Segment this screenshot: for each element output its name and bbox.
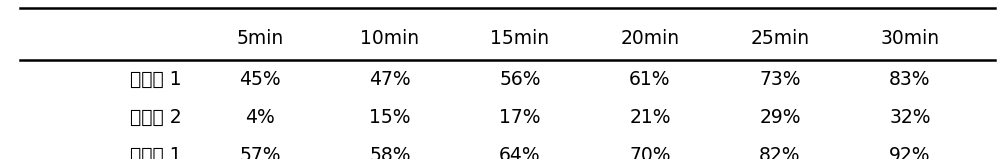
Text: 58%: 58% xyxy=(369,146,411,159)
Text: 30min: 30min xyxy=(880,29,940,48)
Text: 对比例 2: 对比例 2 xyxy=(130,108,182,127)
Text: 83%: 83% xyxy=(889,70,931,89)
Text: 4%: 4% xyxy=(245,108,275,127)
Text: 64%: 64% xyxy=(499,146,541,159)
Text: 5min: 5min xyxy=(236,29,284,48)
Text: 32%: 32% xyxy=(889,108,931,127)
Text: 73%: 73% xyxy=(759,70,801,89)
Text: 70%: 70% xyxy=(629,146,671,159)
Text: 17%: 17% xyxy=(499,108,541,127)
Text: 29%: 29% xyxy=(759,108,801,127)
Text: 47%: 47% xyxy=(369,70,411,89)
Text: 对比例 1: 对比例 1 xyxy=(130,70,182,89)
Text: 25min: 25min xyxy=(750,29,810,48)
Text: 82%: 82% xyxy=(759,146,801,159)
Text: 45%: 45% xyxy=(239,70,281,89)
Text: 92%: 92% xyxy=(889,146,931,159)
Text: 57%: 57% xyxy=(239,146,281,159)
Text: 20min: 20min xyxy=(620,29,680,48)
Text: 10min: 10min xyxy=(360,29,420,48)
Text: 56%: 56% xyxy=(499,70,541,89)
Text: 61%: 61% xyxy=(629,70,671,89)
Text: 实施例 1: 实施例 1 xyxy=(130,146,182,159)
Text: 15min: 15min xyxy=(490,29,550,48)
Text: 21%: 21% xyxy=(629,108,671,127)
Text: 15%: 15% xyxy=(369,108,411,127)
